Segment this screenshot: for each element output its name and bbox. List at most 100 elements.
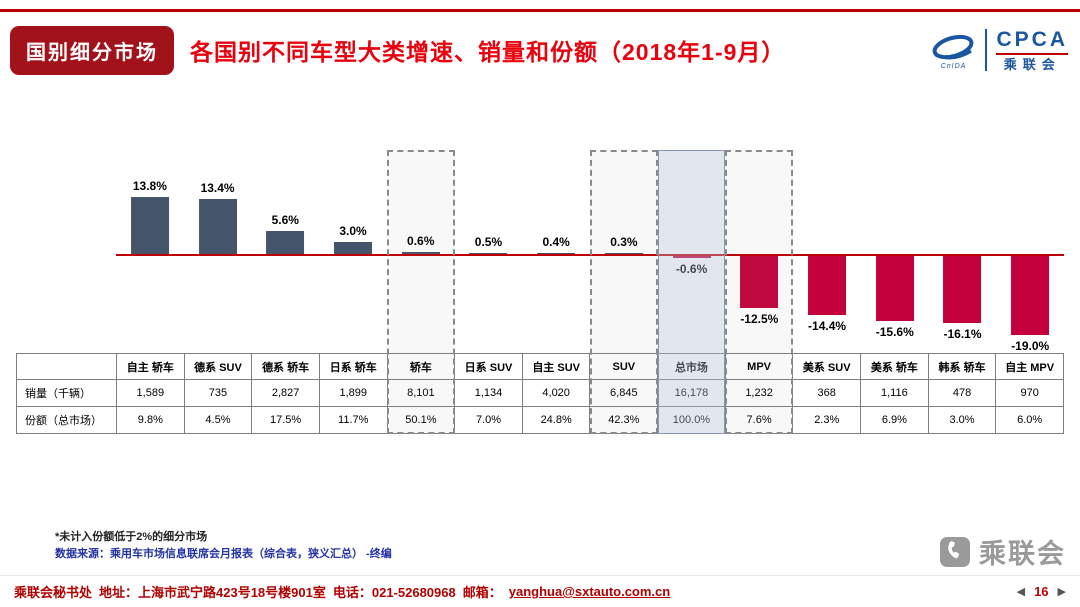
table-col-header: 日系 轿车 (318, 353, 388, 380)
logo-underline (996, 53, 1068, 55)
data-table: 自主 轿车 德系 SUV 德系 轿车 日系 轿车 轿车 日系 SUV 自主 SUV SUV 总市… (16, 353, 1064, 434)
footnotes: *未计入份额低于2%的细分市场 数据来源：乘用车市场信息联席会月报表（综合表，狭… (55, 529, 392, 563)
bar (130, 197, 169, 255)
page-number: 16 (1034, 584, 1049, 599)
bar-value-label: 3.0% (339, 224, 367, 239)
chart-zone (996, 150, 1064, 255)
chart-zone: -0.6% (658, 255, 726, 353)
table-cell: 2,827 (251, 379, 320, 407)
footer-address: 地址：上海市武宁路423号18号楼901室 (99, 585, 326, 600)
table-cell: 50.1% (386, 406, 456, 434)
chart-zone (590, 255, 658, 353)
watermark-phone-icon (940, 536, 970, 567)
footer-bar: 乘联会秘书处 地址：上海市武宁路423号18号楼901室 电话：021-5268… (0, 575, 1080, 607)
logo-cpca-text: CPCA (996, 28, 1068, 51)
table-col-header: 日系 SUV (454, 353, 523, 380)
watermark-text: 乘联会 (979, 539, 1066, 569)
bar-value-label: -16.1% (943, 326, 982, 341)
table-col-header: 总市场 (657, 353, 726, 380)
bar (334, 242, 372, 255)
bar (198, 198, 237, 255)
chart-zone (658, 150, 726, 255)
table-col-header: 韩系 轿车 (927, 353, 997, 380)
logo-cn-text: 乘联会 (1003, 57, 1061, 72)
table-cell: 6,845 (589, 379, 659, 407)
chart-column: 0.5% (455, 150, 523, 353)
bar-value-label: -19.0% (1011, 338, 1050, 353)
table-row: 销量（千辆） 1,589 735 2,827 1,899 8,101 1,134 4,020 6… (16, 379, 1064, 407)
table-col-header: 自主 SUV (521, 353, 591, 380)
zero-axis-line (116, 254, 1064, 256)
chart-zone: -16.1% (929, 255, 997, 353)
table-cell: 368 (792, 379, 862, 407)
table-col-header: 美系 SUV (792, 353, 862, 380)
chart-zone (455, 255, 523, 353)
footer-email-link[interactable]: yanghua@sxtauto.com.cn (508, 584, 671, 599)
bar-value-label: -12.5% (740, 311, 779, 326)
chart-zone (251, 255, 319, 353)
chart-column: -0.6% (658, 150, 726, 353)
table-cell: 42.3% (589, 406, 659, 434)
chart-zone: -19.0% (996, 255, 1064, 353)
logo-divider (985, 29, 988, 71)
bar-value-label: 0.4% (542, 235, 570, 249)
table-col-header: 自主 MPV (995, 353, 1064, 380)
cpca-swoosh-icon (933, 34, 974, 59)
table-cell: 9.8% (116, 406, 185, 434)
chart-column: 3.0% (319, 150, 387, 353)
chart-zone: 5.6% (251, 150, 319, 255)
bar (469, 252, 508, 255)
table-row-label: 份额（总市场） (16, 406, 117, 434)
table-cell: 8,101 (386, 379, 456, 407)
chart-zone (861, 150, 929, 255)
bar-value-label: 13.8% (132, 179, 167, 194)
cpca-logo: CnIDA CPCA 乘联会 (930, 29, 1068, 71)
chart-column: 5.6% (251, 150, 319, 353)
chart-zone: -15.6% (861, 255, 929, 353)
chart-column: -19.0% (996, 150, 1064, 353)
chart-zone (319, 255, 387, 353)
table-col-header: 自主 轿车 (116, 353, 185, 380)
bar-value-label: -14.4% (808, 319, 847, 334)
chart-zone: 0.3% (590, 150, 658, 255)
table-cell: 735 (183, 379, 253, 407)
table-cell: 4,020 (521, 379, 591, 407)
table-col-header: 德系 轿车 (251, 353, 320, 380)
footer-phone: 电话：021-52680968 (332, 585, 456, 600)
bar-value-label: 0.5% (474, 234, 503, 249)
table-cell: 6.9% (860, 406, 929, 434)
bar-value-label: 13.4% (200, 180, 235, 195)
table-cell: 4.5% (183, 406, 253, 434)
table-col-header: 德系 SUV (183, 353, 253, 380)
prev-page-icon[interactable]: ◀ (1016, 586, 1026, 598)
chart-zone (387, 255, 455, 353)
chart-column: -16.1% (929, 150, 997, 353)
footer-email-label: 邮箱： (462, 585, 502, 600)
header: 国别细分市场 各国别不同车型大类增速、销量和份额（2018年1-9月） CnID… (0, 22, 1080, 78)
chart-zone: -14.4% (793, 255, 861, 353)
table-col-header: 美系 轿车 (860, 353, 929, 380)
table-cell: 1,232 (724, 379, 794, 407)
bar-value-label: 0.3% (610, 235, 638, 249)
table-cell: 970 (995, 379, 1064, 407)
bar-value-label: 0.6% (407, 234, 435, 249)
chart-column: -15.6% (861, 150, 929, 353)
top-accent-line (0, 9, 1080, 12)
section-badge: 国别细分市场 (10, 25, 174, 75)
bar-value-label: -15.6% (875, 324, 914, 339)
next-page-icon[interactable]: ▶ (1057, 586, 1066, 598)
table-cell: 6.0% (995, 406, 1064, 434)
bar-value-label: 5.6% (271, 213, 299, 228)
cpca-logo-subtext: CnIDA (940, 62, 967, 70)
cpca-logo-mark: CnIDA (930, 31, 976, 70)
chart-zone (793, 150, 861, 255)
chart-column: -12.5% (725, 150, 793, 353)
bar (808, 255, 847, 316)
table-cell: 24.8% (521, 406, 591, 434)
table-header-row: 自主 轿车 德系 SUV 德系 轿车 日系 轿车 轿车 日系 SUV 自主 SUV SUV 总市… (16, 353, 1064, 380)
chart-zone: 0.5% (455, 150, 523, 255)
chart-column: 0.3% (590, 150, 658, 353)
table-cell: 7.0% (454, 406, 523, 434)
chart-zone: 13.8% (116, 150, 184, 255)
chart-column: 13.4% (184, 150, 252, 353)
